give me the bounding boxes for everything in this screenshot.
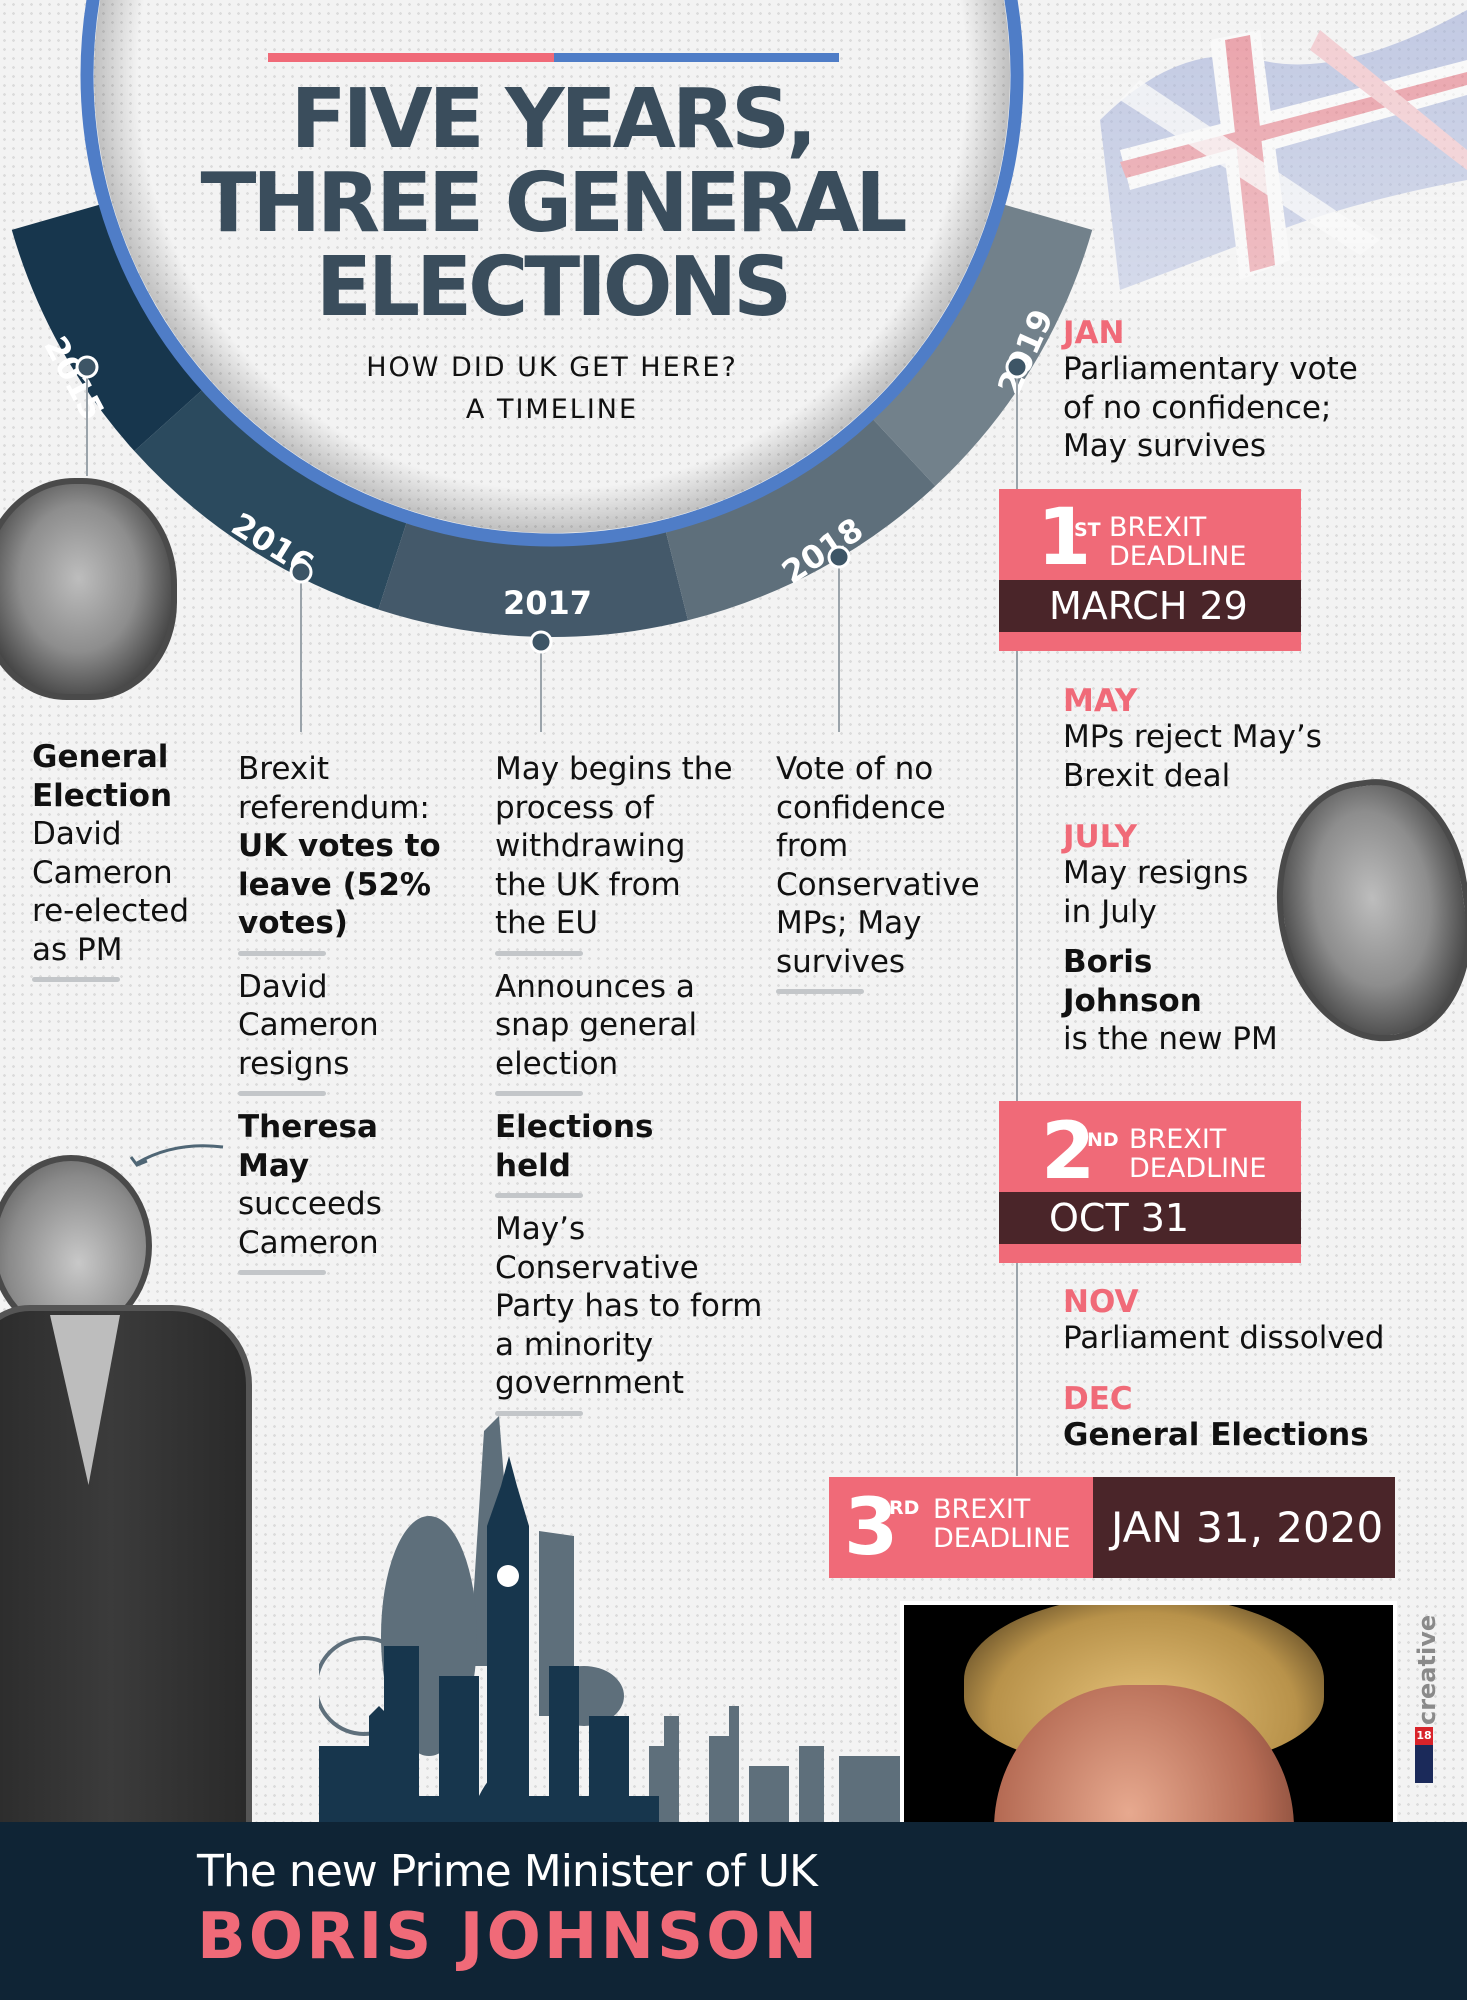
divider [32,977,120,982]
deadline-suffix: ST [1074,519,1101,541]
creative-label: creative [1413,1614,1441,1725]
title-accent-bar [268,53,839,62]
banner-subtitle: The new Prime Minister of UK [197,1846,818,1897]
title-line-1: FIVE YEARS, [290,72,818,167]
deadline-number: 3 [844,1483,899,1573]
column-2019-may: MAY MPs reject May’s Brexit deal [1063,684,1393,795]
divider [495,1091,583,1096]
month-dec: DEC [1063,1381,1133,1417]
event-text: Announces a snap general election [495,968,698,1082]
month-july: JULY [1063,819,1138,855]
column-2019-nov: NOV Parliament dissolved [1063,1285,1463,1358]
connector-2019 [1016,376,1018,1476]
event-text: May begins the process of withdrawing th… [495,751,733,941]
title-line-3: ELECTIONS [315,240,792,335]
divider [495,950,583,956]
column-2019-dec: DEC General Elections [1063,1382,1463,1455]
arc-segment-2017 [378,521,688,637]
arrow-icon [129,1144,224,1167]
bottom-banner [0,1822,1467,2000]
deadline-suffix: RD [889,1497,920,1519]
event-text: David Cameron resigns [238,968,379,1082]
deadline-date: MARCH 29 [999,580,1301,632]
deadline-label-1: BREXIT [1129,1124,1227,1155]
column-2018: Vote of no confidence from Conservative … [776,750,1006,1006]
divider [495,1410,583,1416]
event-text: MPs reject May’s Brexit deal [1063,719,1322,794]
deadline-suffix: ND [1087,1129,1119,1151]
month-may: MAY [1063,683,1138,719]
david-cameron-photo [0,478,177,700]
month-nov: NOV [1063,1284,1139,1320]
event-text: Parliament dissolved [1063,1320,1385,1356]
deadline-date: JAN 31, 2020 [1093,1477,1395,1578]
event-text: May’s Conservative Party has to form a m… [495,1211,763,1401]
brexit-deadline-2: 2 ND BREXIT DEADLINE OCT 31 [999,1101,1301,1263]
arc-segment-2018 [665,418,936,621]
event-text: David Cameron re-elected as PM [32,816,190,968]
brexit-deadline-3: 3 RD BREXIT DEADLINE JAN 31, 2020 [829,1477,1395,1578]
london-skyline-image [319,1416,901,1824]
arc-segment-2019 [872,204,1093,487]
timeline-dots [75,355,1029,654]
event-bold: Boris Johnson [1063,944,1202,1019]
event-title: General Election [32,739,173,814]
brexit-deadline-1: 1 ST BREXIT DEADLINE MARCH 29 [999,489,1301,651]
accent-blue [553,53,839,62]
news18-creative-logo: creative 18 [1405,1605,1445,1783]
divider [776,989,864,994]
union-jack-flag-image [1060,0,1467,300]
deadline-label: BREXIT DEADLINE [1109,513,1246,571]
deadline-label: BREXIT DEADLINE [1129,1125,1266,1183]
divider [495,1193,583,1198]
deadline-label-2: DEADLINE [933,1523,1071,1554]
divider [238,950,326,956]
column-2017: May begins the process of withdrawing th… [495,750,765,1428]
subtitle-line-2: A TIMELINE [465,394,639,425]
event-text: May resigns in July [1063,855,1249,930]
column-2019-july: JULY May resigns in July Boris Johnson i… [1063,820,1303,1059]
event-bold: Theresa May [238,1109,378,1184]
event-text: Vote of no confidence from Conservative … [776,751,980,980]
column-2019-jan: JAN Parliamentary vote of no confidence;… [1063,316,1393,466]
connector-2015 [86,376,88,476]
deadline-number: 2 [1041,1107,1096,1197]
news-label-bg [1415,1745,1433,1783]
accent-red [268,53,554,62]
deadline-number: 1 [1037,493,1092,583]
banner-name: BORIS JOHNSON [197,1900,821,1974]
connector-2017 [540,651,542,732]
year-label-2017: 2017 [503,584,593,622]
divider [238,1270,326,1275]
column-2016: Brexit referendum: UK votes to leave (52… [238,750,468,1287]
connector-2016 [300,582,302,732]
event-bold: UK votes to leave (52% votes) [238,828,441,941]
page-title: FIVE YEARS, THREE GENERAL ELECTIONS [150,78,954,330]
column-2015: General Election David Cameron re-electe… [32,738,212,994]
news18-badge: 18 [1415,1727,1433,1745]
arc-segment-2015 [11,204,203,452]
month-jan: JAN [1063,315,1125,351]
divider [238,1091,326,1096]
theresa-may-photo [0,1155,255,1837]
arc-segment-2016 [134,389,407,610]
title-line-2: THREE GENERAL [200,156,907,251]
event-bold: General Elections [1063,1417,1369,1453]
subtitle-line-1: HOW DID UK GET HERE? [366,352,738,383]
deadline-label-2: DEADLINE [1129,1153,1267,1184]
timeline-arc [11,0,1093,637]
event-text: Parliamentary vote of no confidence; May… [1063,351,1358,464]
deadline-label-1: BREXIT [1109,512,1207,543]
event-text: is the new PM [1063,1021,1278,1057]
event-text: succeeds Cameron [238,1186,382,1261]
deadline-label: BREXIT DEADLINE [933,1495,1070,1553]
deadline-date: OCT 31 [999,1192,1301,1244]
event-text: Brexit referendum: [238,751,430,826]
deadline-label-2: DEADLINE [1109,541,1247,572]
deadline-label-1: BREXIT [933,1494,1031,1525]
connector-2018 [838,566,840,732]
event-bold: Elections held [495,1109,654,1184]
